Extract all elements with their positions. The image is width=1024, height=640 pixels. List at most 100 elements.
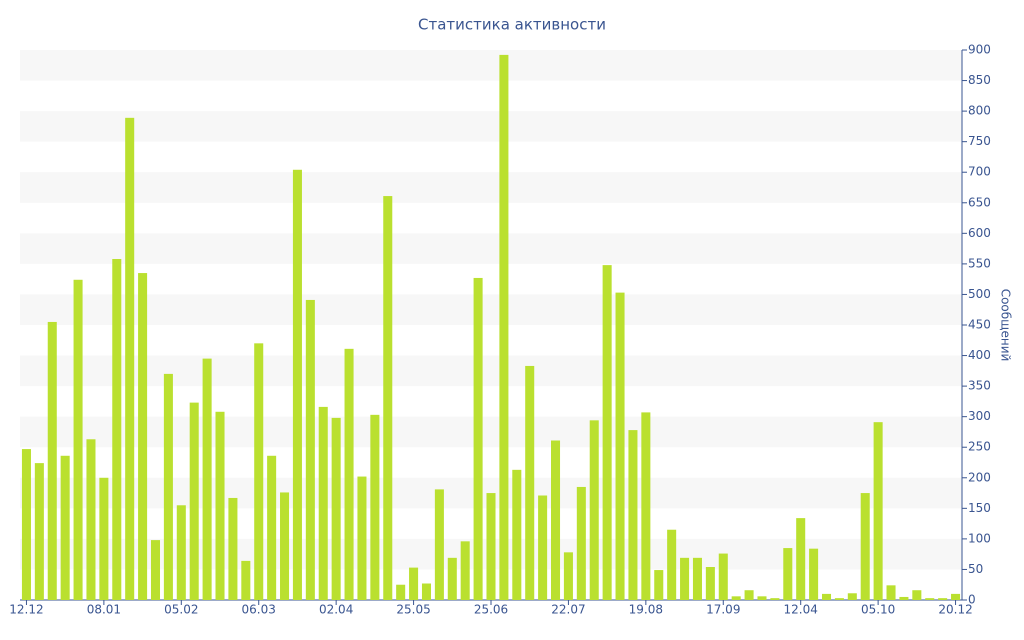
bar bbox=[938, 598, 948, 600]
bar bbox=[254, 343, 264, 600]
bar bbox=[396, 584, 406, 600]
bar bbox=[176, 505, 186, 600]
bar bbox=[331, 417, 341, 600]
bar bbox=[912, 590, 922, 600]
bar bbox=[589, 420, 599, 600]
x-tick-label: 17.09 bbox=[706, 603, 740, 617]
bar bbox=[228, 497, 238, 600]
y-tick-label: 800 bbox=[968, 104, 991, 118]
bar bbox=[847, 593, 857, 600]
bar bbox=[47, 321, 57, 600]
bar bbox=[873, 422, 883, 600]
y-tick-label: 100 bbox=[968, 531, 991, 545]
bar bbox=[267, 455, 277, 600]
bar bbox=[434, 489, 444, 600]
x-tick-label: 06.03 bbox=[242, 603, 276, 617]
bar bbox=[783, 548, 793, 600]
bar bbox=[899, 596, 909, 600]
y-tick-label: 300 bbox=[968, 409, 991, 423]
bar bbox=[21, 449, 31, 600]
bar bbox=[60, 455, 70, 600]
grid-band bbox=[20, 172, 962, 203]
bar bbox=[731, 596, 741, 600]
bar bbox=[576, 486, 586, 600]
x-tick-label: 25.06 bbox=[474, 603, 508, 617]
bar bbox=[241, 560, 251, 600]
bar bbox=[744, 590, 754, 600]
y-tick-label: 450 bbox=[968, 318, 991, 332]
bar bbox=[499, 54, 509, 600]
bar bbox=[821, 593, 832, 600]
bar bbox=[163, 373, 173, 600]
bar bbox=[551, 440, 561, 600]
bar bbox=[512, 469, 522, 600]
x-tick-label: 25.05 bbox=[396, 603, 430, 617]
bar bbox=[615, 292, 625, 600]
bar bbox=[215, 411, 225, 600]
bar bbox=[370, 414, 380, 600]
x-tick-label: 19.08 bbox=[629, 603, 663, 617]
y-tick-label: 400 bbox=[968, 348, 991, 362]
bar bbox=[705, 567, 715, 600]
x-tick-label: 05.10 bbox=[861, 603, 895, 617]
bar bbox=[925, 598, 935, 600]
bar bbox=[357, 476, 367, 600]
bar bbox=[486, 493, 496, 600]
bar bbox=[628, 430, 638, 600]
bar bbox=[473, 277, 483, 600]
grid-band bbox=[20, 355, 962, 387]
y-tick-label: 700 bbox=[968, 165, 991, 179]
y-tick-label: 250 bbox=[968, 440, 991, 454]
x-tick-label: 05.02 bbox=[164, 603, 198, 617]
y-tick-label: 550 bbox=[968, 256, 991, 270]
bar bbox=[770, 598, 780, 600]
bar bbox=[680, 557, 690, 600]
bar bbox=[86, 439, 96, 600]
bar bbox=[757, 596, 767, 600]
bar bbox=[834, 598, 844, 600]
bar bbox=[34, 463, 44, 600]
grid-band bbox=[20, 233, 962, 264]
chart-title: Статистика активности bbox=[418, 16, 606, 34]
bar bbox=[447, 557, 457, 600]
bar bbox=[460, 541, 470, 600]
bar bbox=[318, 406, 328, 600]
bar bbox=[280, 492, 290, 600]
bar bbox=[292, 169, 302, 600]
bar bbox=[150, 540, 161, 600]
bar bbox=[189, 402, 199, 600]
y-tick-label: 750 bbox=[968, 134, 991, 148]
x-tick-label: 08.01 bbox=[87, 603, 121, 617]
x-tick-label: 22.07 bbox=[551, 603, 585, 617]
x-tick-label: 12.04 bbox=[784, 603, 818, 617]
grid-band bbox=[20, 416, 962, 448]
bar bbox=[718, 553, 728, 600]
bar bbox=[602, 265, 612, 600]
grid-band bbox=[20, 50, 962, 81]
y-tick-label: 200 bbox=[968, 470, 991, 484]
bar bbox=[809, 548, 819, 600]
y-tick-label: 150 bbox=[968, 501, 991, 515]
bar bbox=[99, 477, 109, 600]
y-tick-label: 900 bbox=[968, 43, 991, 57]
bar bbox=[305, 299, 315, 600]
bar bbox=[344, 348, 354, 600]
bar bbox=[641, 412, 651, 600]
bar bbox=[563, 552, 573, 600]
y-tick-label: 600 bbox=[968, 226, 991, 240]
bar bbox=[654, 570, 664, 600]
bar bbox=[538, 495, 548, 600]
x-tick-label: 02.04 bbox=[319, 603, 353, 617]
bar bbox=[112, 259, 122, 600]
grid-band bbox=[20, 294, 962, 325]
bar bbox=[202, 358, 212, 600]
bar bbox=[421, 583, 431, 600]
y-tick-label: 850 bbox=[968, 73, 991, 87]
bar bbox=[667, 529, 677, 600]
y-axis-label: Сообщений bbox=[999, 289, 1013, 362]
bar bbox=[138, 273, 148, 600]
y-tick-label: 500 bbox=[968, 287, 991, 301]
grid-band bbox=[20, 111, 962, 142]
y-tick-label: 50 bbox=[968, 562, 983, 576]
